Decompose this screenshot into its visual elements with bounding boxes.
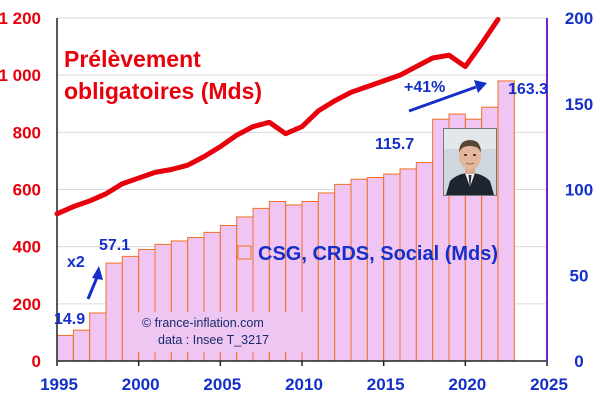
label-163-3: 163.3: [508, 81, 548, 98]
arrow-plus41: [408, 80, 487, 113]
y-left-tick-label: 400: [13, 238, 41, 257]
y-right-tick-label: 0: [574, 352, 583, 371]
bar-2013: [350, 178, 368, 362]
legend-swatch: [237, 245, 252, 260]
legend-label: CSG, CRDS, Social (Mds): [258, 243, 498, 265]
line-series: [54, 16, 501, 217]
source-box: © france-inflation.com data : Insee T_32…: [130, 312, 304, 352]
bar-series: [56, 80, 515, 362]
bar-1995: [56, 334, 74, 362]
y-right-tick-label: 100: [565, 181, 593, 200]
arrow-x2: [86, 266, 103, 300]
y-left-tick-label: 0: [32, 352, 41, 371]
bar-1998: [105, 262, 123, 362]
x-tick-label: 2000: [122, 375, 160, 394]
source-data-ref: data : Insee T_3217: [158, 333, 269, 347]
bar-2014: [366, 176, 385, 362]
label-plus-41: +41%: [404, 79, 445, 96]
portrait-photo: [443, 128, 497, 196]
x-tick-label: 1995: [40, 375, 78, 394]
y-left-tick-label: 1 000: [0, 66, 41, 85]
x-tick-label: 2015: [367, 375, 405, 394]
y-left-tick-label: 200: [13, 295, 41, 314]
tick-labels: 0 200 400 600 800 1 000 1 200 0 50 100 150 200 1995 2…: [0, 9, 593, 394]
x-tick-label: 2020: [448, 375, 486, 394]
bar-2022: [497, 80, 515, 362]
bar-2010: [301, 201, 319, 362]
x-tick-label: 2025: [530, 375, 568, 394]
bar-1996: [72, 329, 91, 362]
bar-2011: [317, 192, 336, 362]
label-14-9: 14.9: [54, 311, 85, 328]
label-115-7: 115.7: [375, 136, 414, 153]
bar-1997: [89, 312, 107, 362]
y-left-tick-label: 600: [13, 181, 41, 200]
y-right-tick-label: 200: [565, 9, 593, 28]
axes: [56, 18, 548, 366]
y-right-tick-label: 150: [565, 95, 593, 114]
x-tick-label: 2010: [285, 375, 323, 394]
bar-2015: [383, 173, 401, 362]
bar-2012: [334, 183, 352, 362]
label-57-1: 57.1: [99, 237, 130, 254]
chart-title-line1: Prélèvement: [64, 46, 201, 72]
annotations: Prélèvement obligatoires (Mds) CSG, CRDS…: [54, 46, 548, 328]
y-left-tick-label: 1 200: [0, 9, 41, 28]
y-left-tick-label: 800: [13, 123, 41, 142]
line-prelevements: [54, 16, 501, 217]
source-credit: © france-inflation.com: [142, 316, 264, 330]
x-tick-label: 2005: [203, 375, 241, 394]
chart-title-line2: obligatoires (Mds): [64, 78, 262, 104]
y-right-tick-label: 50: [570, 266, 589, 285]
label-x2: x2: [67, 254, 85, 271]
